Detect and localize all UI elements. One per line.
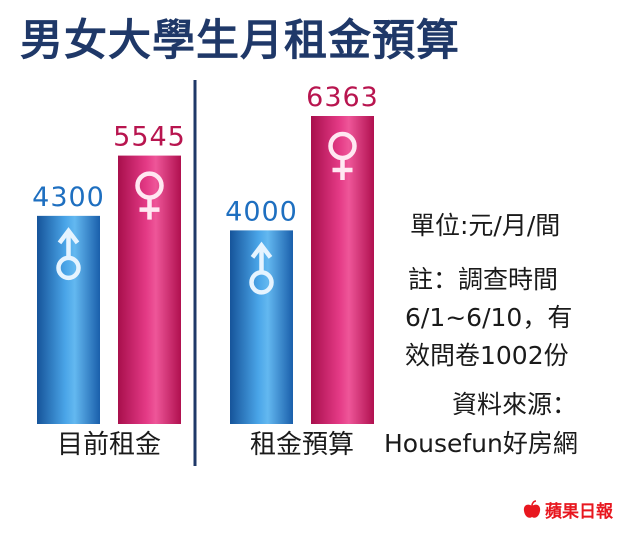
survey-note-line-2: 6/1~6/10，有 xyxy=(405,303,573,332)
survey-note-line-1: 註：調查時間 xyxy=(408,265,559,294)
source-label: 資料來源： xyxy=(452,390,578,419)
female-symbol-icon-1 xyxy=(328,131,357,180)
apple-daily-logo: 蘋果日報 xyxy=(522,497,613,522)
value-label-male-1: 4000 xyxy=(225,196,298,227)
apple-icon xyxy=(523,499,541,518)
survey-note-line-3: 效問卷1002份 xyxy=(405,341,569,370)
value-label-female-1: 6363 xyxy=(306,82,379,113)
page-title: 男女大學生月租金預算 xyxy=(20,16,460,66)
value-label-female-0: 5545 xyxy=(113,122,186,153)
value-label-male-0: 4300 xyxy=(32,182,105,213)
male-symbol-icon-1 xyxy=(249,241,274,295)
unit-note: 單位:元/月/間 xyxy=(410,211,561,240)
male-symbol-icon-0 xyxy=(56,227,81,281)
category-label-1: 租金預算 xyxy=(250,430,354,460)
category-label-0: 目前租金 xyxy=(57,430,161,460)
female-symbol-icon-0 xyxy=(135,171,164,220)
logo-text: 蘋果日報 xyxy=(545,502,613,522)
source-name: Housefun好房網 xyxy=(384,429,578,458)
